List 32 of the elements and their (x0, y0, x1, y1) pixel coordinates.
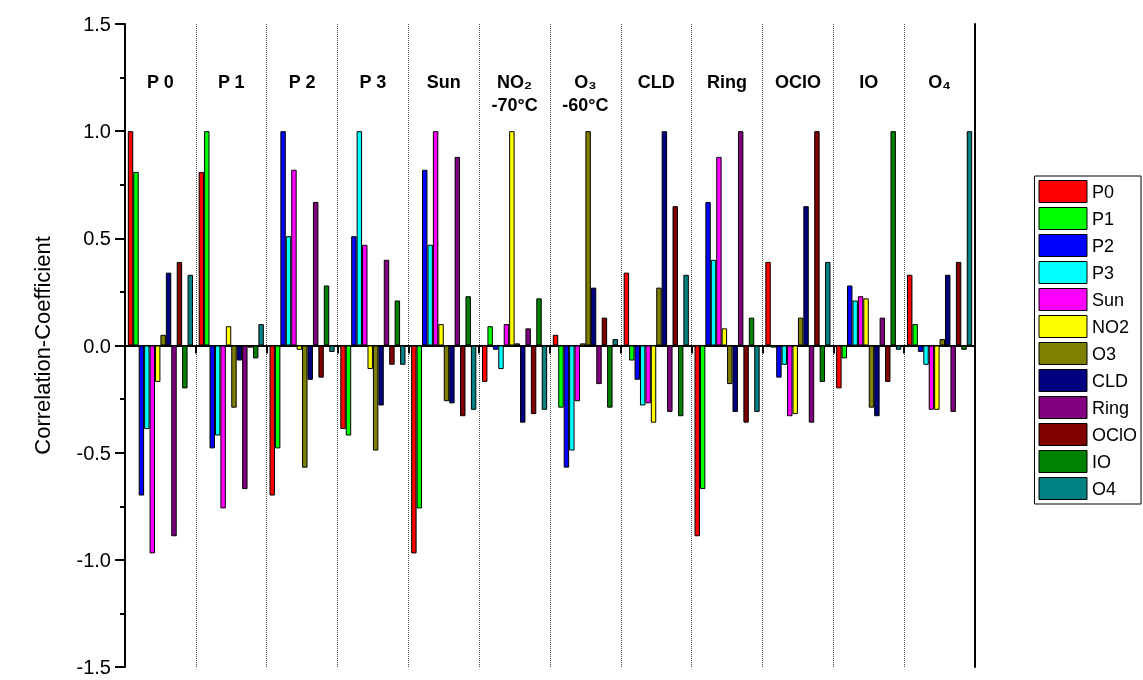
y-tick-label: 0.5 (83, 227, 111, 250)
y-tick-label: 0.0 (83, 334, 111, 357)
x-tick-label: NO₂ -70°C (491, 71, 538, 115)
legend-label: P1 (1092, 208, 1115, 229)
y-tick-label: 1.0 (83, 120, 111, 143)
y-tick-label: 1.5 (83, 13, 111, 35)
legend-label: OClO (1092, 424, 1137, 445)
legend-label: P3 (1092, 262, 1115, 283)
y-tick-label: -1.0 (76, 548, 111, 571)
y-axis-title: Correlation-Coefficient (29, 236, 55, 455)
legend-label: P0 (1092, 181, 1115, 202)
legend-label: IO (1092, 451, 1112, 472)
x-tick-label: P 3 (359, 71, 387, 92)
legend-label: O3 (1092, 343, 1117, 364)
legend-label: NO2 (1092, 316, 1130, 337)
x-tick-label: P 0 (147, 71, 174, 92)
legend-label: Ring (1092, 397, 1130, 418)
legend-label: P2 (1092, 235, 1115, 256)
x-tick-label: O₃ -60°C (562, 71, 609, 115)
x-tick-label: Ring (707, 71, 748, 92)
x-tick-label: P 1 (217, 71, 245, 92)
x-tick-label: O₄ (928, 71, 951, 92)
x-tick-label: IO (859, 71, 879, 92)
x-tick-label: Sun (426, 71, 461, 92)
x-tick-label: CLD (637, 71, 675, 92)
legend-label: CLD (1092, 370, 1129, 391)
y-tick-label: -1.5 (76, 656, 111, 678)
x-tick-label: OClO (774, 71, 821, 92)
legend-label: O4 (1092, 478, 1117, 499)
x-tick-label: P 2 (288, 71, 316, 92)
y-tick-label: -0.5 (76, 441, 111, 464)
legend-label: Sun (1092, 289, 1125, 310)
